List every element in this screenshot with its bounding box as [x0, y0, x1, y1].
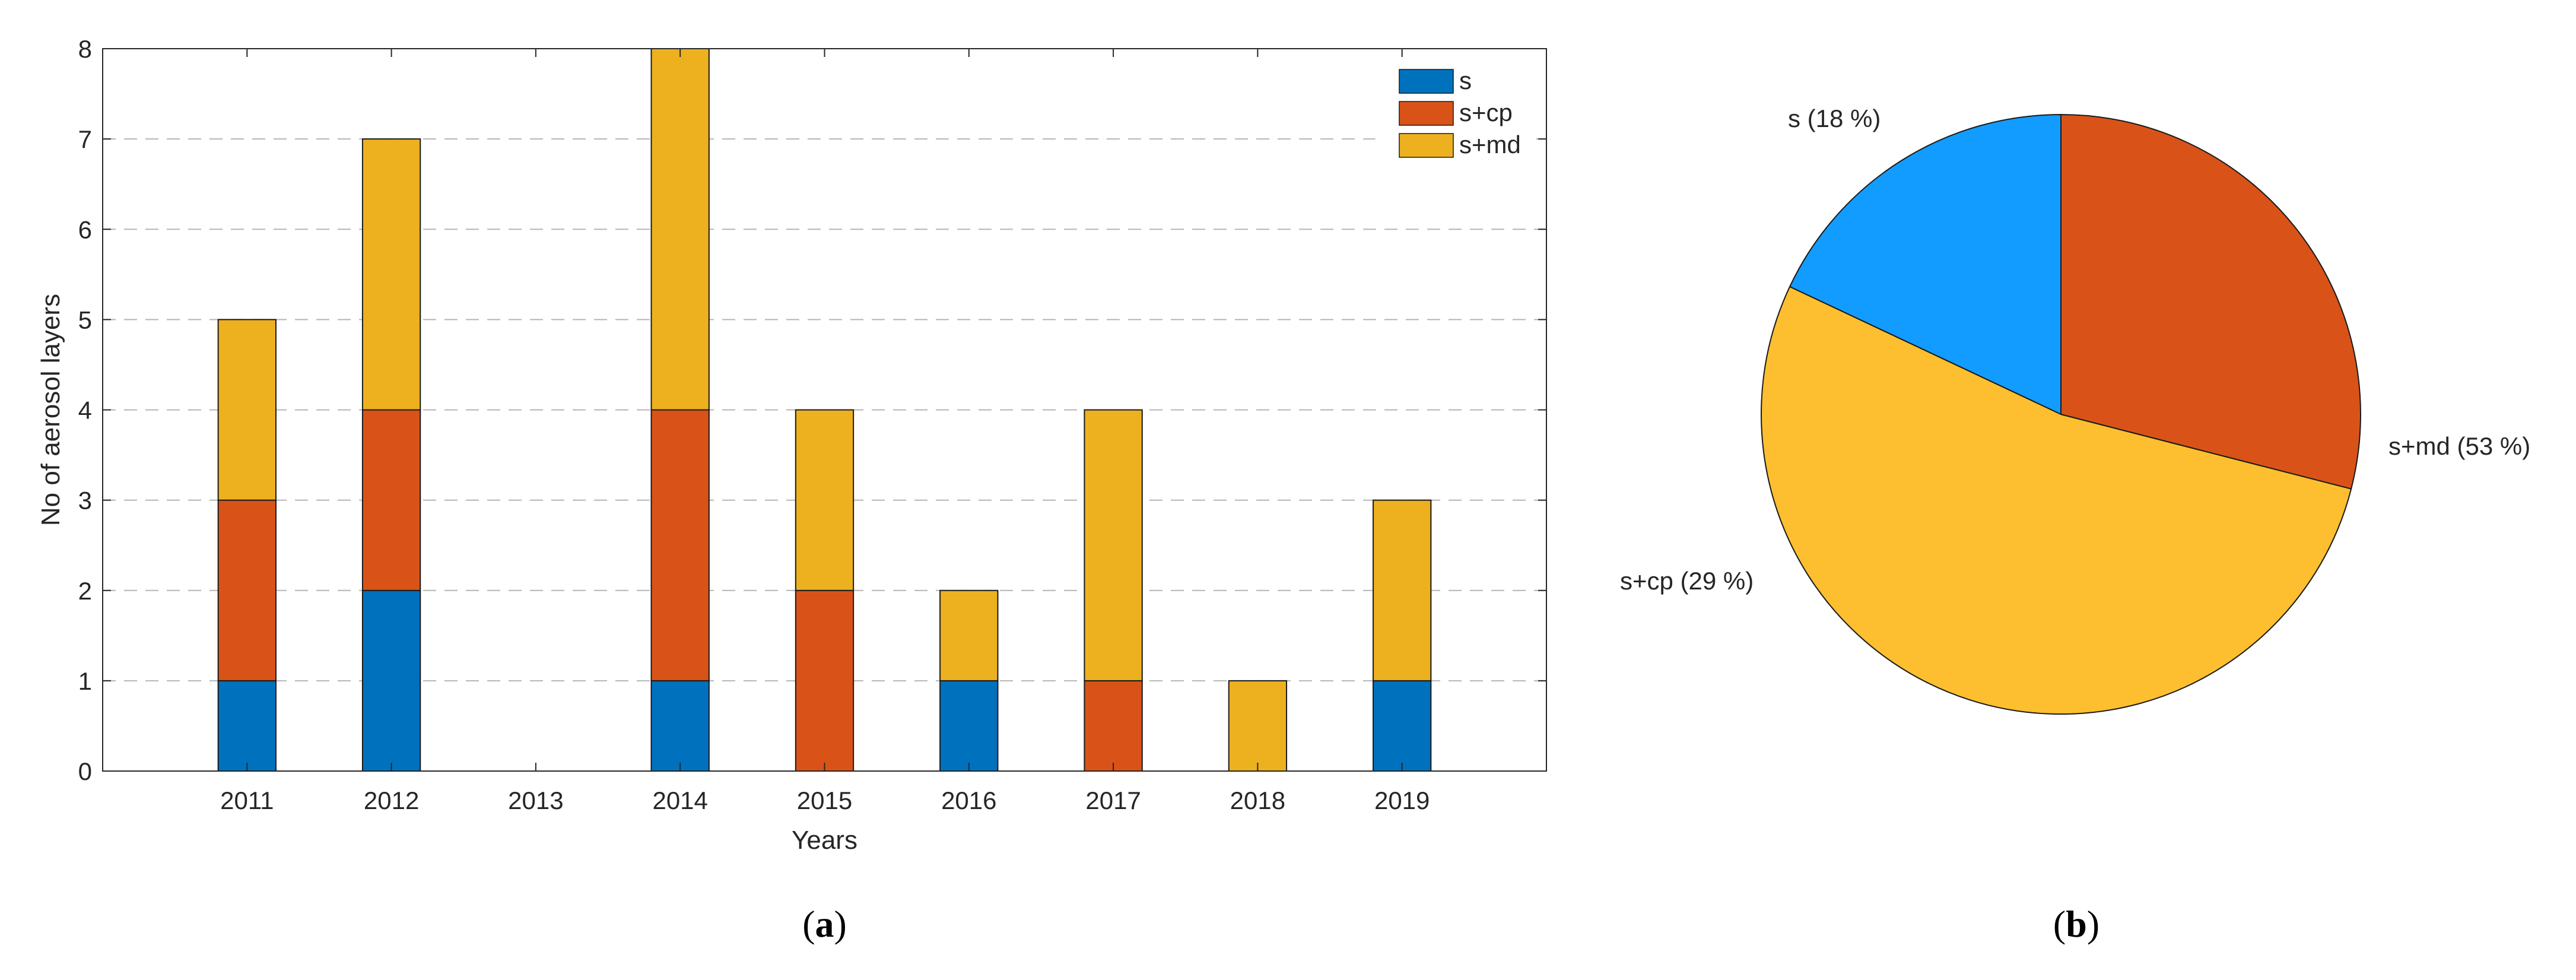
- pie-slice-label-1: s+md (53 %): [2388, 432, 2530, 460]
- y-ticks: 0 1 2 3 4 5 6 7 8: [78, 35, 1546, 785]
- pie-chart: s (18 %) s+md (53 %) s+cp (29 %) (b): [1620, 104, 2530, 945]
- x-ticks: 2011 2012 2013 2014 2015 2016 2017 2018 2019: [220, 49, 1430, 814]
- bar-segment-s-2014: [650, 680, 710, 772]
- y-tick-label: 4: [78, 397, 92, 424]
- pie-labels: s (18 %) s+md (53 %) s+cp (29 %): [1620, 104, 2530, 595]
- panel-label-a: (a): [802, 903, 847, 945]
- bar-segment-s-cp-2012: [361, 409, 421, 591]
- x-tick-label: 2013: [508, 786, 563, 814]
- x-tick-label: 2012: [364, 786, 419, 814]
- bar-segment-s-md-2019: [1373, 499, 1432, 681]
- legend-label-s-cp: s+cp: [1459, 99, 1513, 126]
- bar-segment-s-2012: [361, 589, 421, 772]
- bar-segment-s-2019: [1373, 680, 1432, 772]
- y-tick-label: 6: [78, 215, 92, 243]
- bar-segment-s-md-2018: [1228, 680, 1288, 772]
- pie-slice-label-2: s+cp (29 %): [1620, 567, 1754, 595]
- x-axis-label: Years: [792, 826, 857, 855]
- bar-segment-s-2016: [939, 680, 999, 772]
- panel-letter-a: a: [815, 903, 834, 945]
- bar-segment-s-md-2014: [650, 48, 710, 411]
- y-tick-label: 5: [78, 306, 92, 334]
- bar-segment-s-md-2017: [1084, 409, 1143, 681]
- x-tick-label: 2016: [941, 786, 996, 814]
- x-tick-label: 2014: [652, 786, 707, 814]
- y-axis-label: No of aerosol layers: [36, 294, 65, 526]
- bar-segment-s-cp-2011: [217, 499, 277, 681]
- bar-segment-s-md-2015: [795, 409, 855, 591]
- legend-swatch-s: [1399, 69, 1454, 94]
- pie-slice-1: [1760, 286, 2352, 715]
- x-tick-label: 2018: [1230, 786, 1285, 814]
- x-tick-label: 2017: [1085, 786, 1141, 814]
- bar-segment-s-md-2016: [939, 589, 999, 681]
- pie-slice-label-0: s (18 %): [1788, 104, 1881, 132]
- pie-slice-0: [1789, 113, 2062, 416]
- y-tick-label: 3: [78, 487, 92, 515]
- bar-segment-s-md-2011: [217, 319, 277, 501]
- pie-slice-2: [2060, 113, 2361, 490]
- legend-label-s-md: s+md: [1459, 131, 1521, 158]
- bar-segment-s-md-2012: [361, 138, 421, 411]
- y-tick-label: 1: [78, 667, 92, 695]
- x-tick-label: 2019: [1374, 786, 1430, 814]
- bar-segment-s-cp-2017: [1084, 680, 1143, 772]
- legend-swatch-s-md: [1399, 133, 1454, 158]
- x-tick-label: 2015: [797, 786, 852, 814]
- y-tick-label: 8: [78, 35, 92, 63]
- y-tick-label: 0: [78, 757, 92, 785]
- legend: s s+cp s+md: [1375, 60, 1536, 174]
- legend-label-s: s: [1459, 66, 1472, 94]
- bar-segment-s-2011: [217, 680, 277, 772]
- panel-label-b: (b): [2053, 903, 2099, 945]
- legend-swatch-s-cp: [1399, 101, 1454, 126]
- grid-lines: [103, 138, 1546, 681]
- pie-slices: [1760, 113, 2361, 715]
- bar-segment-s-cp-2015: [795, 589, 855, 772]
- y-tick-label: 7: [78, 125, 92, 153]
- bar-segment-s-cp-2014: [650, 409, 710, 681]
- x-tick-label: 2011: [220, 786, 274, 814]
- panel-letter-b: b: [2066, 903, 2087, 945]
- bars: [217, 48, 1432, 772]
- y-tick-label: 2: [78, 577, 92, 605]
